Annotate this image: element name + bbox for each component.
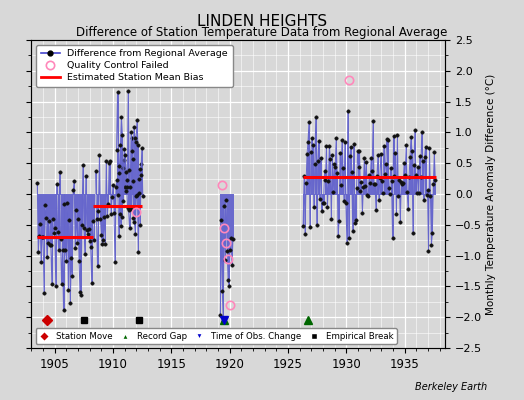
Text: Berkeley Earth: Berkeley Earth [415,382,487,392]
Y-axis label: Monthly Temperature Anomaly Difference (°C): Monthly Temperature Anomaly Difference (… [486,73,496,315]
Legend: Station Move, Record Gap, Time of Obs. Change, Empirical Break: Station Move, Record Gap, Time of Obs. C… [36,328,397,344]
Text: LINDEN HEIGHTS: LINDEN HEIGHTS [197,14,327,29]
Text: Difference of Station Temperature Data from Regional Average: Difference of Station Temperature Data f… [77,26,447,39]
